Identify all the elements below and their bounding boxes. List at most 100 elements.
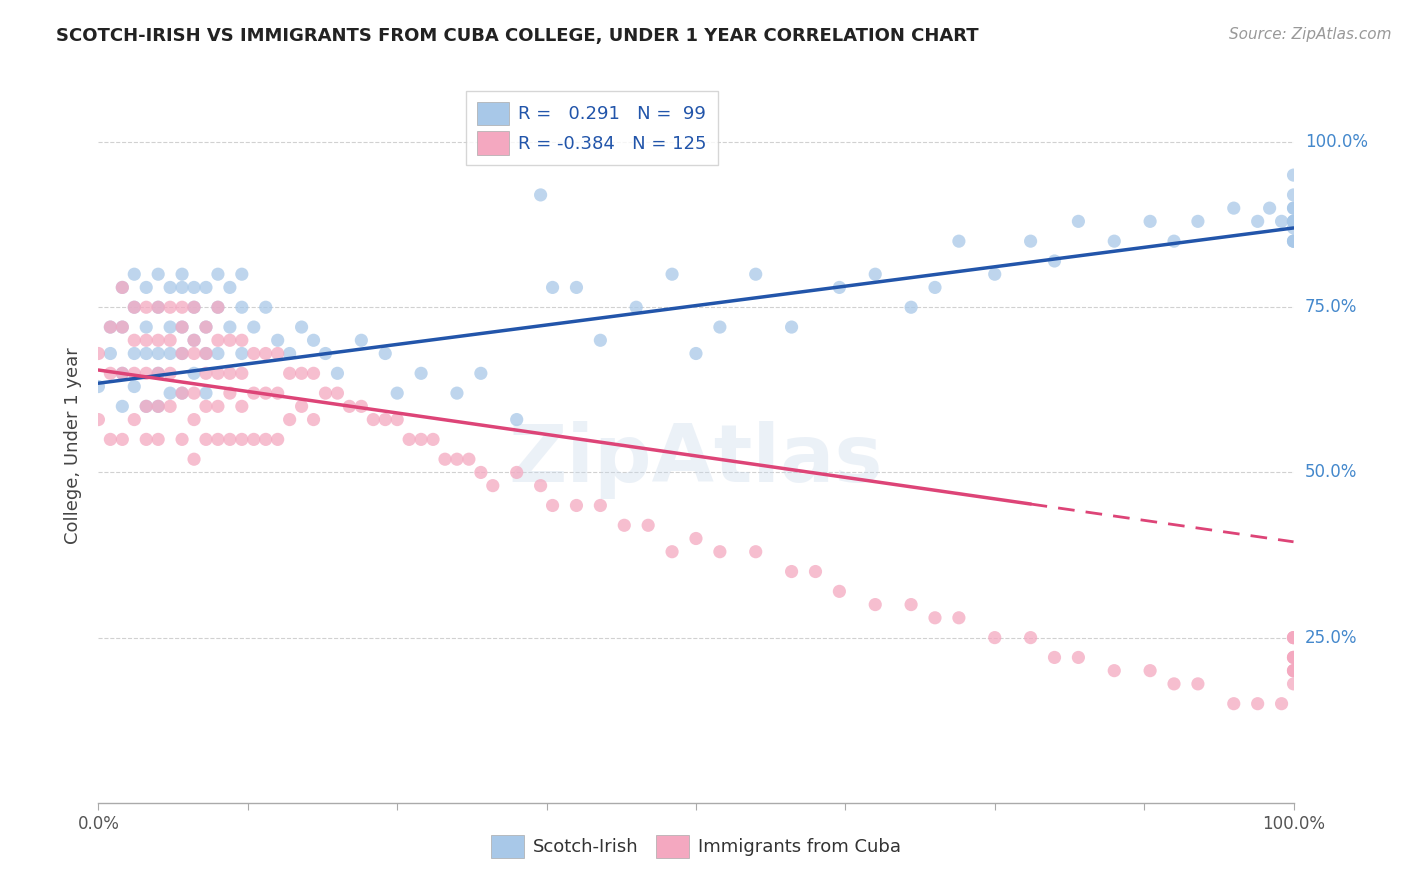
Point [1104, 234, 1126, 248]
Text: 75.0%: 75.0% [1305, 298, 1357, 317]
Point [135, 333, 157, 347]
Point [613, 518, 636, 533]
Point [195, 433, 218, 447]
Point [589, 499, 612, 513]
Point [1139, 664, 1161, 678]
Point [159, 346, 181, 360]
Text: Source: ZipAtlas.com: Source: ZipAtlas.com [1229, 27, 1392, 42]
Point [231, 346, 253, 360]
Point [98, 320, 122, 334]
Point [195, 320, 218, 334]
Point [1282, 650, 1305, 665]
Point [219, 280, 242, 294]
Point [124, 300, 146, 314]
Point [87, 379, 110, 393]
Point [530, 188, 553, 202]
Point [984, 631, 1007, 645]
Y-axis label: College, Under 1 year: College, Under 1 year [65, 348, 83, 544]
Text: 50.0%: 50.0% [1305, 464, 1357, 482]
Point [1223, 201, 1246, 215]
Point [148, 433, 170, 447]
Point [302, 367, 325, 381]
Point [135, 320, 157, 334]
Point [148, 367, 170, 381]
Point [124, 412, 146, 426]
Point [1258, 201, 1281, 215]
Legend: Scotch-Irish, Immigrants from Cuba: Scotch-Irish, Immigrants from Cuba [484, 828, 908, 865]
Point [183, 452, 205, 467]
Point [111, 320, 134, 334]
Point [339, 400, 361, 414]
Point [1271, 214, 1294, 228]
Point [1067, 650, 1090, 665]
Point [267, 346, 290, 360]
Point [865, 598, 887, 612]
Point [422, 433, 444, 447]
Point [1282, 650, 1305, 665]
Point [924, 611, 946, 625]
Point [159, 320, 181, 334]
Point [1282, 650, 1305, 665]
Point [804, 565, 827, 579]
Point [1271, 697, 1294, 711]
Point [661, 545, 683, 559]
Point [745, 545, 768, 559]
Point [172, 346, 194, 360]
Point [148, 300, 170, 314]
Point [1282, 631, 1305, 645]
Point [207, 433, 229, 447]
Point [470, 466, 492, 480]
Point [124, 346, 146, 360]
Point [111, 367, 134, 381]
Point [1282, 214, 1305, 228]
Point [1019, 631, 1042, 645]
Point [231, 433, 253, 447]
Point [1163, 234, 1185, 248]
Point [661, 267, 683, 281]
Point [195, 400, 218, 414]
Point [1282, 664, 1305, 678]
Point [1187, 677, 1209, 691]
Point [98, 346, 122, 360]
Point [278, 346, 301, 360]
Point [1282, 664, 1305, 678]
Point [159, 386, 181, 401]
Point [446, 452, 468, 467]
Point [530, 478, 553, 492]
Point [565, 280, 588, 294]
Point [1282, 234, 1305, 248]
Point [1043, 650, 1066, 665]
Point [589, 333, 612, 347]
Point [148, 400, 170, 414]
Point [1104, 664, 1126, 678]
Point [111, 400, 134, 414]
Point [231, 400, 253, 414]
Point [124, 379, 146, 393]
Point [1282, 234, 1305, 248]
Point [219, 333, 242, 347]
Point [1247, 214, 1270, 228]
Point [148, 333, 170, 347]
Point [302, 412, 325, 426]
Point [780, 320, 803, 334]
Point [685, 532, 707, 546]
Point [172, 320, 194, 334]
Point [924, 280, 946, 294]
Point [1282, 664, 1305, 678]
Point [135, 400, 157, 414]
Point [828, 280, 851, 294]
Point [1223, 697, 1246, 711]
Point [172, 300, 194, 314]
Point [434, 452, 457, 467]
Point [398, 433, 420, 447]
Point [243, 433, 266, 447]
Point [159, 367, 181, 381]
Point [207, 333, 229, 347]
Point [1067, 214, 1090, 228]
Point [148, 300, 170, 314]
Text: SCOTCH-IRISH VS IMMIGRANTS FROM CUBA COLLEGE, UNDER 1 YEAR CORRELATION CHART: SCOTCH-IRISH VS IMMIGRANTS FROM CUBA COL… [56, 27, 979, 45]
Text: ZipAtlas: ZipAtlas [509, 421, 883, 500]
Point [541, 499, 564, 513]
Point [148, 400, 170, 414]
Point [172, 386, 194, 401]
